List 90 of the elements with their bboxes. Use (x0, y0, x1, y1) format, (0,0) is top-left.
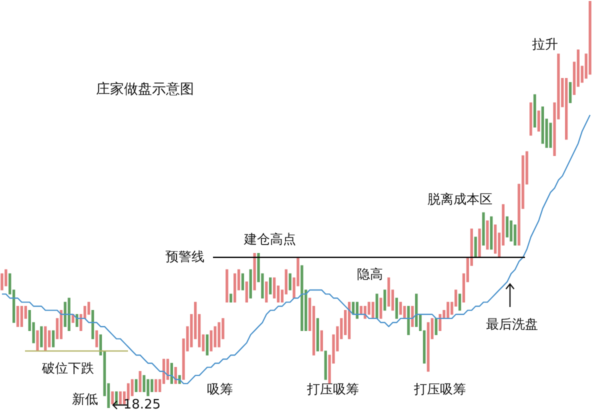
candlestick (119, 391, 122, 404)
candlestick (40, 326, 43, 348)
candlestick (446, 302, 450, 319)
candlestick (549, 122, 552, 148)
candlestick (588, 1, 592, 75)
candlestick (44, 326, 47, 352)
candlestick (4, 269, 8, 286)
candlestick (486, 220, 489, 250)
candlestick (490, 216, 493, 250)
candlestick (372, 302, 374, 319)
candlestick (249, 269, 252, 298)
candlestick (154, 379, 158, 392)
candlestick (478, 228, 481, 258)
candlestick (288, 273, 292, 290)
candlestick (226, 269, 228, 303)
candlestick (36, 330, 39, 352)
candlestick (541, 106, 544, 144)
candlestick (383, 290, 386, 311)
candlestick (380, 298, 382, 319)
candlestick (474, 236, 477, 258)
candlestick (115, 391, 118, 404)
candlestick (320, 330, 323, 352)
candlestick (87, 302, 90, 315)
candlestick (142, 375, 146, 392)
candlestick (111, 391, 114, 404)
candlestick (64, 302, 66, 327)
candlestick (91, 310, 94, 340)
candlestick (269, 277, 272, 294)
annotation: 建仓高点 (243, 231, 296, 248)
candlestick (514, 224, 516, 246)
candlestick (324, 350, 327, 380)
annotation: 18.25 (123, 397, 161, 412)
annotation: 拉升 (532, 37, 558, 52)
candlestick (16, 306, 20, 327)
candlestick (214, 326, 216, 348)
candlestick (48, 330, 51, 348)
candlestick (52, 330, 55, 348)
annotation: 新低 (72, 392, 98, 408)
candlestick (482, 212, 485, 246)
annotation: 脱离成本区 (428, 191, 492, 208)
annotation: 隐高 (357, 266, 383, 282)
candlestick (426, 322, 430, 372)
candlestick (218, 322, 220, 348)
candlestick (210, 330, 212, 352)
candlestick (272, 277, 276, 298)
candlestick (399, 302, 402, 315)
candlestick (376, 294, 378, 319)
candlestick (458, 294, 462, 311)
candlestick (233, 273, 236, 303)
candlestick (533, 94, 536, 128)
candlestick (95, 330, 98, 348)
candlestick (138, 371, 142, 392)
candlestick (506, 216, 508, 238)
candlestick (415, 294, 418, 327)
candlestick (150, 379, 154, 392)
candlestick (253, 253, 256, 290)
candlestick (146, 379, 150, 396)
candlestick (76, 314, 78, 327)
candlestick (565, 78, 568, 140)
annotation: 打压吸筹 (413, 382, 466, 398)
candlestick (130, 379, 134, 396)
candlestick (245, 282, 248, 303)
candlestick (316, 318, 320, 352)
candlestick (407, 306, 410, 336)
candlestick (411, 306, 414, 327)
candlestick (20, 306, 24, 327)
annotation: 打压吸筹 (306, 382, 359, 398)
candlestick (537, 110, 540, 132)
candlestick (300, 265, 304, 331)
candlestick (403, 306, 406, 319)
candlestick (206, 334, 209, 356)
candlestick (230, 294, 232, 303)
candlestick (368, 302, 370, 315)
candlestick (265, 282, 268, 303)
ref-line-label: 破位下跌 (41, 361, 94, 376)
ref-line-label: 预警线 (166, 250, 204, 265)
candlestick (387, 277, 390, 307)
annotation: 吸筹 (207, 382, 233, 398)
candlestick (510, 220, 512, 242)
candlestick (494, 224, 497, 254)
candlestick (0, 273, 4, 290)
annotation: 最后洗盘 (486, 317, 538, 332)
candlestick (395, 298, 398, 319)
candlestick (529, 102, 532, 136)
candlestick (68, 298, 70, 331)
candlestick (241, 273, 244, 290)
candlestick (438, 314, 442, 331)
candlestick (134, 379, 138, 392)
text: 庄家做盘示意图 (96, 82, 194, 98)
candlestick (568, 82, 572, 104)
